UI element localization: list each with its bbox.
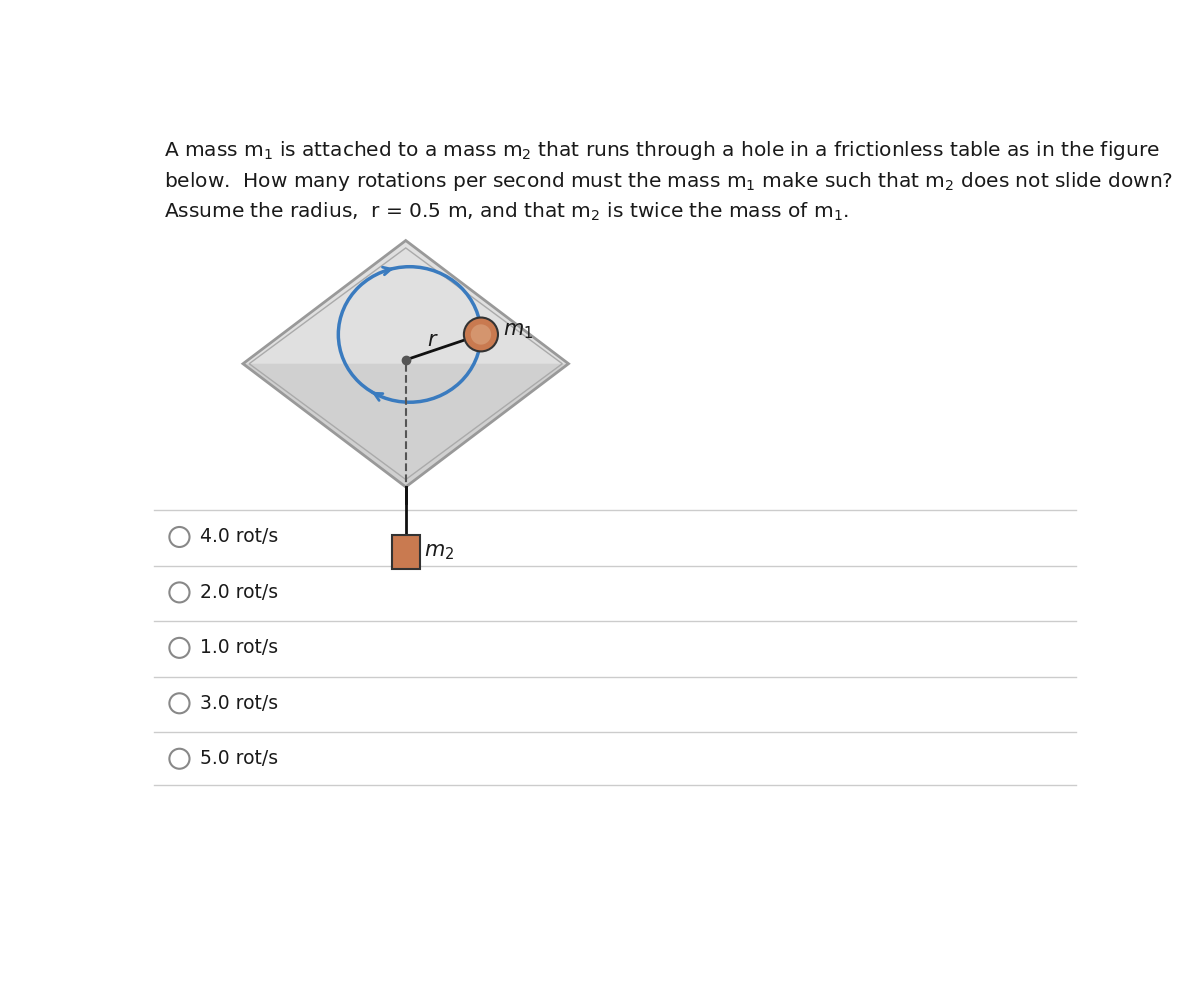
Text: $m_1$: $m_1$ xyxy=(503,321,533,341)
Text: $m_2$: $m_2$ xyxy=(425,541,455,561)
Text: below.  How many rotations per second must the mass m$_1$ make such that m$_2$ d: below. How many rotations per second mus… xyxy=(164,169,1174,192)
Text: 2.0 rot/s: 2.0 rot/s xyxy=(200,583,278,602)
Bar xyxy=(391,534,420,568)
Circle shape xyxy=(470,324,491,345)
Polygon shape xyxy=(242,240,569,487)
Text: 4.0 rot/s: 4.0 rot/s xyxy=(200,527,278,546)
Text: 3.0 rot/s: 3.0 rot/s xyxy=(200,694,278,713)
Text: 5.0 rot/s: 5.0 rot/s xyxy=(200,749,278,769)
Polygon shape xyxy=(242,240,569,364)
Text: A mass m$_1$ is attached to a mass m$_2$ that runs through a hole in a frictionl: A mass m$_1$ is attached to a mass m$_2$… xyxy=(164,139,1159,162)
Text: Assume the radius,  r = 0.5 m, and that m$_2$ is twice the mass of m$_1$.: Assume the radius, r = 0.5 m, and that m… xyxy=(164,200,848,222)
Circle shape xyxy=(464,317,498,351)
Text: 1.0 rot/s: 1.0 rot/s xyxy=(200,638,278,657)
Text: $r$: $r$ xyxy=(427,330,439,350)
